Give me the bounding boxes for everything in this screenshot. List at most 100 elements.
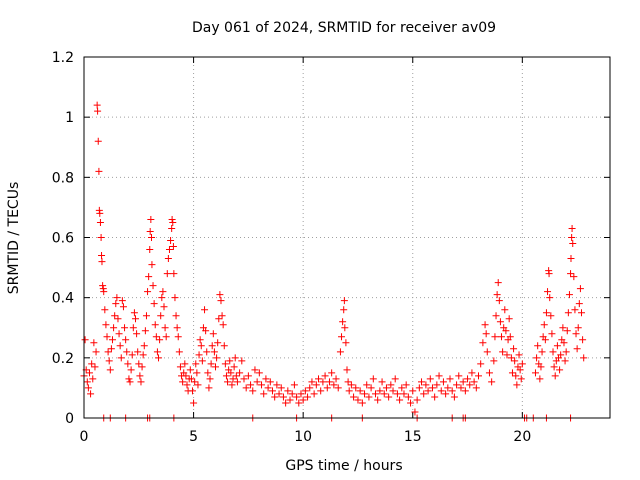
data-point xyxy=(266,378,274,386)
data-point xyxy=(511,357,519,365)
data-point xyxy=(549,348,557,356)
data-point xyxy=(578,309,586,317)
data-point xyxy=(347,381,355,389)
data-point xyxy=(134,348,142,356)
data-point xyxy=(376,387,384,395)
data-point xyxy=(365,393,373,401)
data-point xyxy=(138,363,146,371)
data-point xyxy=(105,357,113,365)
data-point xyxy=(344,378,352,386)
data-point xyxy=(206,375,214,383)
data-point xyxy=(493,291,501,299)
data-point xyxy=(176,363,184,371)
data-point xyxy=(312,381,320,389)
data-point xyxy=(579,336,587,344)
data-point xyxy=(167,237,175,245)
data-point xyxy=(505,315,513,323)
data-point xyxy=(169,218,177,226)
data-point xyxy=(165,246,173,254)
data-point xyxy=(203,348,211,356)
data-point xyxy=(127,366,135,374)
data-point xyxy=(495,297,503,305)
data-point xyxy=(139,351,147,359)
data-point xyxy=(224,378,232,386)
data-point xyxy=(112,300,120,308)
data-point xyxy=(361,390,369,398)
data-point xyxy=(170,270,178,278)
data-point xyxy=(202,327,210,335)
data-point xyxy=(144,288,152,296)
data-point xyxy=(563,327,571,335)
data-point xyxy=(107,345,115,353)
data-point xyxy=(129,324,137,332)
data-point xyxy=(159,288,167,296)
data-point xyxy=(413,396,421,404)
data-point xyxy=(488,378,496,386)
data-point xyxy=(122,336,130,344)
data-point xyxy=(111,312,119,320)
y-tick-label: 1.2 xyxy=(52,50,74,66)
data-point xyxy=(569,240,577,248)
data-point xyxy=(194,381,202,389)
data-point xyxy=(382,384,390,392)
data-point xyxy=(442,390,450,398)
x-axis-label: GPS time / hours xyxy=(285,458,402,474)
data-point xyxy=(255,369,263,377)
data-point xyxy=(253,378,261,386)
y-tick-label: 0.2 xyxy=(52,351,74,367)
data-point xyxy=(101,306,109,314)
data-point xyxy=(242,384,250,392)
data-point xyxy=(175,348,183,356)
data-point xyxy=(161,324,169,332)
data-point xyxy=(145,273,153,281)
data-point xyxy=(466,381,474,389)
data-point xyxy=(187,375,195,383)
data-point xyxy=(169,243,177,251)
data-point xyxy=(306,384,314,392)
data-point xyxy=(472,384,480,392)
data-point xyxy=(207,360,215,368)
data-point xyxy=(103,333,111,341)
data-point xyxy=(396,396,404,404)
data-point xyxy=(214,339,222,347)
data-point xyxy=(227,369,235,377)
data-point xyxy=(533,354,541,362)
data-point xyxy=(155,354,163,362)
data-point xyxy=(576,285,584,293)
chart-title: Day 061 of 2024, SRMTID for receiver av0… xyxy=(192,20,496,36)
data-point xyxy=(475,372,482,380)
data-point xyxy=(502,327,510,335)
data-point xyxy=(398,384,406,392)
data-point xyxy=(230,363,238,371)
grid-lines xyxy=(84,57,610,418)
data-point xyxy=(136,372,144,380)
data-point xyxy=(297,390,305,398)
data-point xyxy=(538,348,546,356)
data-point xyxy=(193,369,201,377)
data-point xyxy=(479,339,487,347)
data-point xyxy=(503,351,511,359)
data-point xyxy=(113,294,121,302)
data-point xyxy=(232,372,240,380)
data-point xyxy=(293,393,301,401)
data-point xyxy=(160,303,168,311)
data-point xyxy=(148,261,156,269)
data-point xyxy=(457,384,465,392)
data-point xyxy=(336,348,344,356)
data-point xyxy=(226,357,234,365)
x-tick-label: 5 xyxy=(189,429,198,445)
data-point xyxy=(93,101,101,109)
data-point xyxy=(571,306,579,314)
x-tick-label: 0 xyxy=(80,429,89,445)
data-point xyxy=(153,348,161,356)
data-point xyxy=(308,378,316,386)
data-point xyxy=(277,384,285,392)
data-point xyxy=(491,333,499,341)
data-point xyxy=(98,252,106,260)
data-point xyxy=(222,372,230,380)
data-point xyxy=(147,215,155,223)
data-point xyxy=(115,330,123,338)
data-point xyxy=(501,306,509,314)
data-point xyxy=(233,378,241,386)
